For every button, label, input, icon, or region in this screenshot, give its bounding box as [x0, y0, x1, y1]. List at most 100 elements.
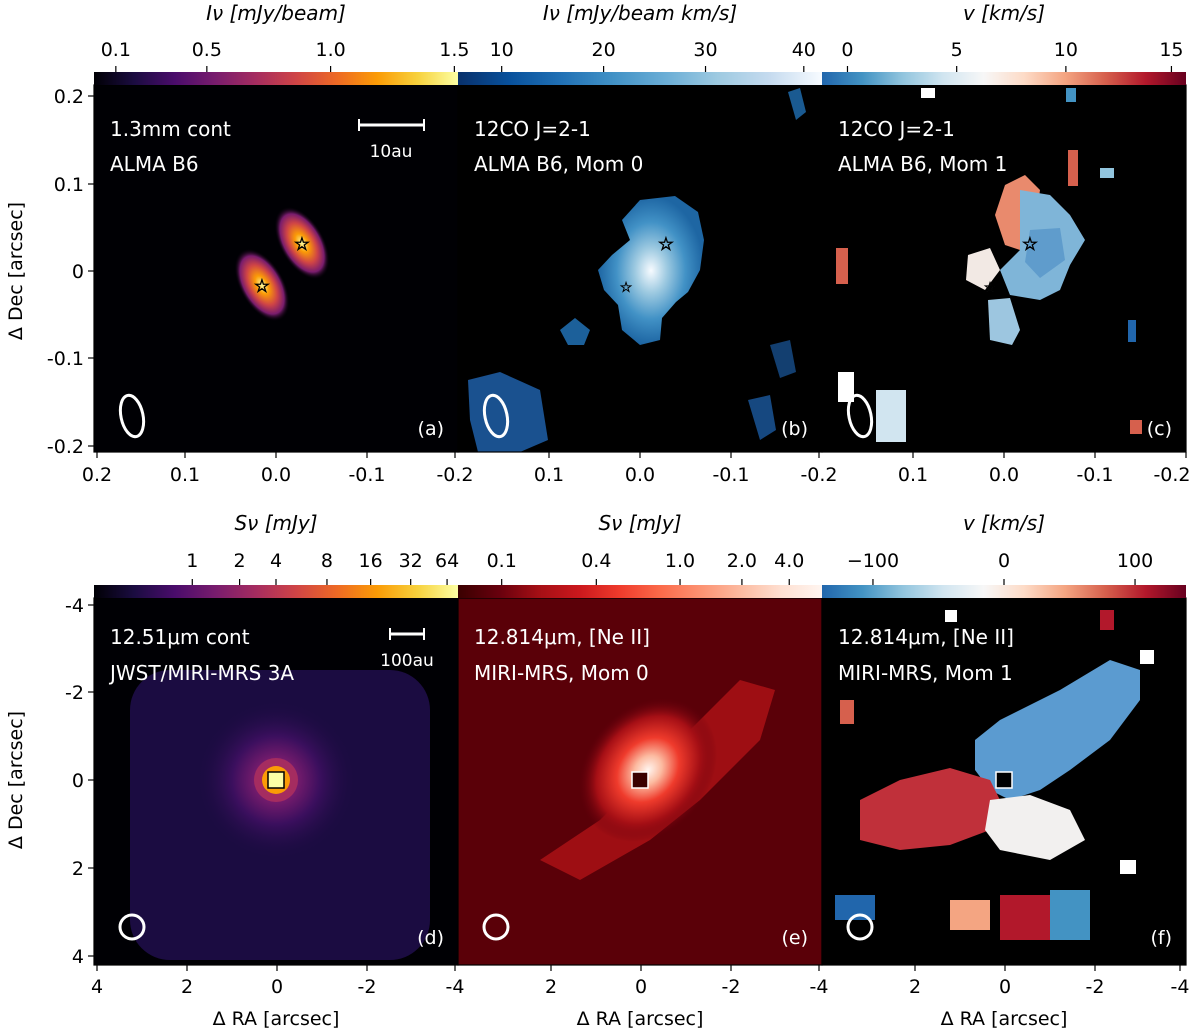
x-tick-label: -0.1	[712, 464, 749, 486]
colorbar-tick-label: 10	[490, 39, 514, 61]
beam-ellipse	[482, 393, 510, 439]
beam-ellipse	[846, 393, 874, 439]
colorbar-label-b: Iν [mJy/beam km/s]	[543, 1, 737, 25]
ne-ii-mom1-patch	[840, 700, 854, 724]
co-mom1-patch	[1100, 168, 1114, 178]
panel-b: ☆ ☆ 12CO J=2-1 ALMA B6, Mom 0 (b)	[457, 84, 823, 453]
panel-e-label-2: MIRI-MRS, Mom 0	[474, 661, 649, 685]
x-tick-label: -2	[722, 976, 741, 998]
source-position-marker	[631, 771, 649, 789]
colorbar-tick-label: 2	[234, 550, 246, 572]
colorbar-blues	[458, 72, 822, 85]
y-tick-label: -2	[65, 682, 84, 704]
x-tick-label: 0.0	[625, 464, 655, 486]
colorbar-inferno	[94, 72, 458, 85]
x-tick-label: 0.2	[82, 464, 112, 486]
panel-f-label-1: 12.814μm, [Ne II]	[838, 625, 1014, 649]
y-tick-label: 0	[72, 261, 84, 283]
co-mom1-blue-core	[1025, 228, 1065, 278]
source-emission-ne	[274, 206, 330, 280]
colorbar-tick-label: 0	[998, 550, 1010, 572]
co-mom0-patch-4	[770, 340, 796, 378]
x-tick-label: -0.1	[1076, 464, 1113, 486]
co-mom1-patch	[1130, 420, 1142, 434]
x-tick-label: -2	[1086, 976, 1105, 998]
x-tick-label: 4	[91, 976, 103, 998]
colorbar-label-f: v [km/s]	[963, 511, 1045, 535]
x-tick-label: 2	[545, 976, 557, 998]
panel-b-label-2: ALMA B6, Mom 0	[474, 152, 643, 176]
x-axis-label-f: Δ RA [arcsec]	[941, 1008, 1068, 1030]
x-tick-label: 0	[999, 976, 1011, 998]
colorbar-label-a: Iν [mJy/beam]	[206, 1, 346, 25]
colorbar-tick-label: 2.0	[727, 550, 757, 572]
ne-ii-mom1-blueshifted-lobe	[975, 660, 1140, 800]
y-tick-label: 4	[72, 946, 84, 968]
colorbar-rdbu	[822, 72, 1186, 85]
panel-letter: (c)	[1147, 418, 1172, 440]
co-mom1-patch	[1066, 88, 1076, 102]
scale-bar-label: 100au	[380, 651, 434, 671]
y-tick-label: 0.1	[54, 174, 84, 196]
panel-e-label-1: 12.814μm, [Ne II]	[474, 625, 650, 649]
x-ticks-top: 0.2 0.1 0.0 -0.1 -0.2 0.1 0.0 -0.1 -0.2 0.1 0.0 -0.…	[82, 452, 1191, 486]
colorbar-tick-label: 20	[592, 39, 616, 61]
colorbar-tick-label: 8	[321, 550, 333, 572]
beam-ellipse	[118, 393, 146, 439]
panel-c: ☆ ☆ 12CO J=2-1 ALMA B6, Mom 1 (c)	[821, 84, 1187, 453]
source-position-marker	[995, 771, 1013, 789]
colorbar-tick-label: 5	[951, 39, 963, 61]
colorbar-tick-label: −100	[847, 550, 899, 572]
co-mom0-patch-3	[748, 395, 776, 440]
co-mom1-white	[966, 248, 1000, 290]
panel-f: 12.814μm, [Ne II] MIRI-MRS, Mom 1 (f)	[821, 597, 1187, 966]
x-tick-label: 0	[271, 976, 283, 998]
y-tick-label: -0.1	[47, 348, 84, 370]
panel-e: 12.814μm, [Ne II] MIRI-MRS, Mom 0 (e)	[457, 597, 823, 966]
ne-ii-mom0-emission	[578, 698, 718, 842]
ne-ii-mom1-patch	[1120, 860, 1136, 874]
panel-d-label-2: JWST/MIRI-MRS 3A	[108, 661, 294, 685]
ne-ii-mom1-patch	[950, 900, 990, 930]
colorbar-tick-label: 0.1	[101, 39, 131, 61]
star-marker-ne: ☆	[658, 234, 674, 255]
colorbar-ticks-bottom: 1 2 4 8 16 32 64 0.1 0.4 1.0 2.0 4.0 −100 0 100	[186, 550, 1153, 585]
x-axis-label-e: Δ RA [arcsec]	[577, 1008, 704, 1030]
beam-circle	[482, 913, 510, 941]
x-tick-label: -2	[358, 976, 377, 998]
y-tick-label: -4	[65, 595, 84, 617]
x-tick-label: 0.0	[989, 464, 1019, 486]
colorbar-tick-label: 64	[435, 550, 459, 572]
panel-letter: (d)	[417, 927, 444, 949]
beam-circle	[846, 913, 874, 941]
x-tick-label: 0.1	[898, 464, 928, 486]
panel-letter: (e)	[781, 927, 808, 949]
panel-d: 12.51μm cont JWST/MIRI-MRS 3A 100au (d)	[93, 597, 459, 966]
colorbar-tick-label: 1	[186, 550, 198, 572]
panel-letter: (f)	[1150, 927, 1172, 949]
panel-c-label-1: 12CO J=2-1	[838, 117, 955, 141]
co-mom1-patch	[876, 390, 906, 442]
source-position-marker	[267, 771, 285, 789]
co-mom0-filament	[560, 318, 590, 345]
co-mom0-patch	[468, 372, 548, 452]
scale-bar-label: 10au	[370, 142, 413, 162]
panel-c-label-2: ALMA B6, Mom 1	[838, 152, 1007, 176]
colorbar-tick-label: 4.0	[774, 550, 804, 572]
panel-a: ☆ ☆ 1.3mm cont ALMA B6 10au (a)	[93, 84, 459, 453]
colorbar-tick-label: 15	[1159, 39, 1183, 61]
ne-ii-mom1-patch	[1050, 890, 1090, 940]
y-axis-label-top: Δ Dec [arcsec]	[5, 202, 27, 340]
colorbar-tick-label: 0.4	[581, 550, 611, 572]
colorbar-tick-label: 1.5	[439, 39, 469, 61]
x-axis-label-d: Δ RA [arcsec]	[213, 1008, 340, 1030]
colorbar-tick-label: 0.1	[487, 550, 517, 572]
y-tick-label: -0.2	[47, 436, 84, 458]
colorbar-reds	[458, 585, 822, 598]
colorbar-label-d: Sν [mJy]	[234, 511, 317, 535]
co-mom1-patch	[1068, 150, 1078, 186]
x-tick-label: -0.2	[800, 464, 837, 486]
y-ticks-bottom: -4 -2 0 2 4	[65, 595, 94, 968]
colorbar-tick-label: 1.0	[665, 550, 695, 572]
